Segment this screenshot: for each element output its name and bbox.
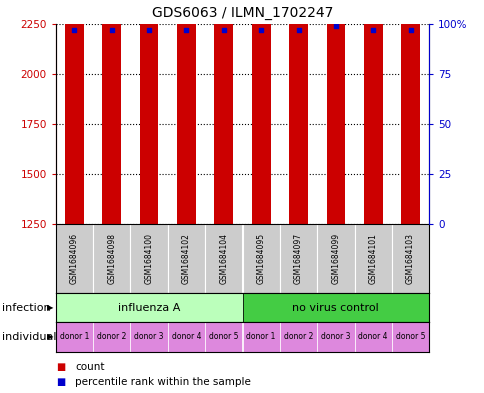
Text: infection: infection	[2, 303, 51, 312]
Text: individual: individual	[2, 332, 57, 342]
Point	[257, 26, 265, 33]
Text: donor 1: donor 1	[246, 332, 275, 342]
Text: ▶: ▶	[46, 303, 53, 312]
Point	[219, 26, 227, 33]
Bar	[177, 0, 196, 224]
Text: ■: ■	[56, 362, 65, 373]
Point	[406, 26, 413, 33]
Bar	[363, 0, 382, 224]
Bar	[205, 322, 242, 352]
Text: GSM1684104: GSM1684104	[219, 233, 228, 284]
Text: ■: ■	[56, 377, 65, 387]
Bar	[167, 224, 205, 293]
Bar	[93, 224, 130, 293]
Point	[331, 22, 339, 29]
Bar	[205, 224, 242, 293]
Bar	[130, 322, 167, 352]
Text: GSM1684100: GSM1684100	[144, 233, 153, 284]
Text: donor 2: donor 2	[283, 332, 313, 342]
Bar	[317, 322, 354, 352]
Bar	[93, 322, 130, 352]
Point	[182, 26, 190, 33]
Text: donor 4: donor 4	[358, 332, 387, 342]
Point	[294, 26, 302, 33]
Bar	[400, 0, 419, 224]
Text: donor 3: donor 3	[320, 332, 350, 342]
Bar	[242, 224, 279, 293]
Bar	[317, 224, 354, 293]
Text: GSM1684101: GSM1684101	[368, 233, 377, 284]
Bar	[251, 0, 270, 224]
Bar	[242, 322, 279, 352]
Text: donor 1: donor 1	[60, 332, 89, 342]
Bar	[242, 293, 428, 322]
Text: donor 4: donor 4	[171, 332, 201, 342]
Text: donor 5: donor 5	[395, 332, 424, 342]
Bar	[56, 224, 93, 293]
Text: GSM1684102: GSM1684102	[182, 233, 191, 284]
Bar	[279, 322, 317, 352]
Point	[107, 26, 115, 33]
Bar	[139, 0, 158, 224]
Text: GSM1684098: GSM1684098	[107, 233, 116, 284]
Title: GDS6063 / ILMN_1702247: GDS6063 / ILMN_1702247	[151, 6, 333, 20]
Text: count: count	[75, 362, 105, 373]
Bar	[102, 0, 121, 224]
Text: no virus control: no virus control	[292, 303, 378, 312]
Text: influenza A: influenza A	[118, 303, 180, 312]
Bar	[288, 0, 307, 224]
Text: GSM1684095: GSM1684095	[256, 233, 265, 284]
Bar	[130, 224, 167, 293]
Bar	[214, 0, 233, 224]
Bar	[391, 224, 428, 293]
Bar	[56, 293, 242, 322]
Text: GSM1684097: GSM1684097	[293, 233, 302, 284]
Text: GSM1684099: GSM1684099	[331, 233, 340, 284]
Text: donor 2: donor 2	[97, 332, 126, 342]
Bar	[279, 224, 317, 293]
Text: GSM1684096: GSM1684096	[70, 233, 79, 284]
Bar	[391, 322, 428, 352]
Text: percentile rank within the sample: percentile rank within the sample	[75, 377, 251, 387]
Text: donor 5: donor 5	[209, 332, 238, 342]
Bar	[326, 0, 345, 224]
Text: GSM1684103: GSM1684103	[405, 233, 414, 284]
Text: donor 3: donor 3	[134, 332, 164, 342]
Bar	[167, 322, 205, 352]
Bar	[65, 0, 84, 224]
Point	[71, 26, 78, 33]
Bar	[354, 322, 391, 352]
Point	[145, 26, 153, 33]
Point	[369, 26, 377, 33]
Text: ▶: ▶	[46, 332, 53, 342]
Bar	[354, 224, 391, 293]
Bar	[56, 322, 93, 352]
